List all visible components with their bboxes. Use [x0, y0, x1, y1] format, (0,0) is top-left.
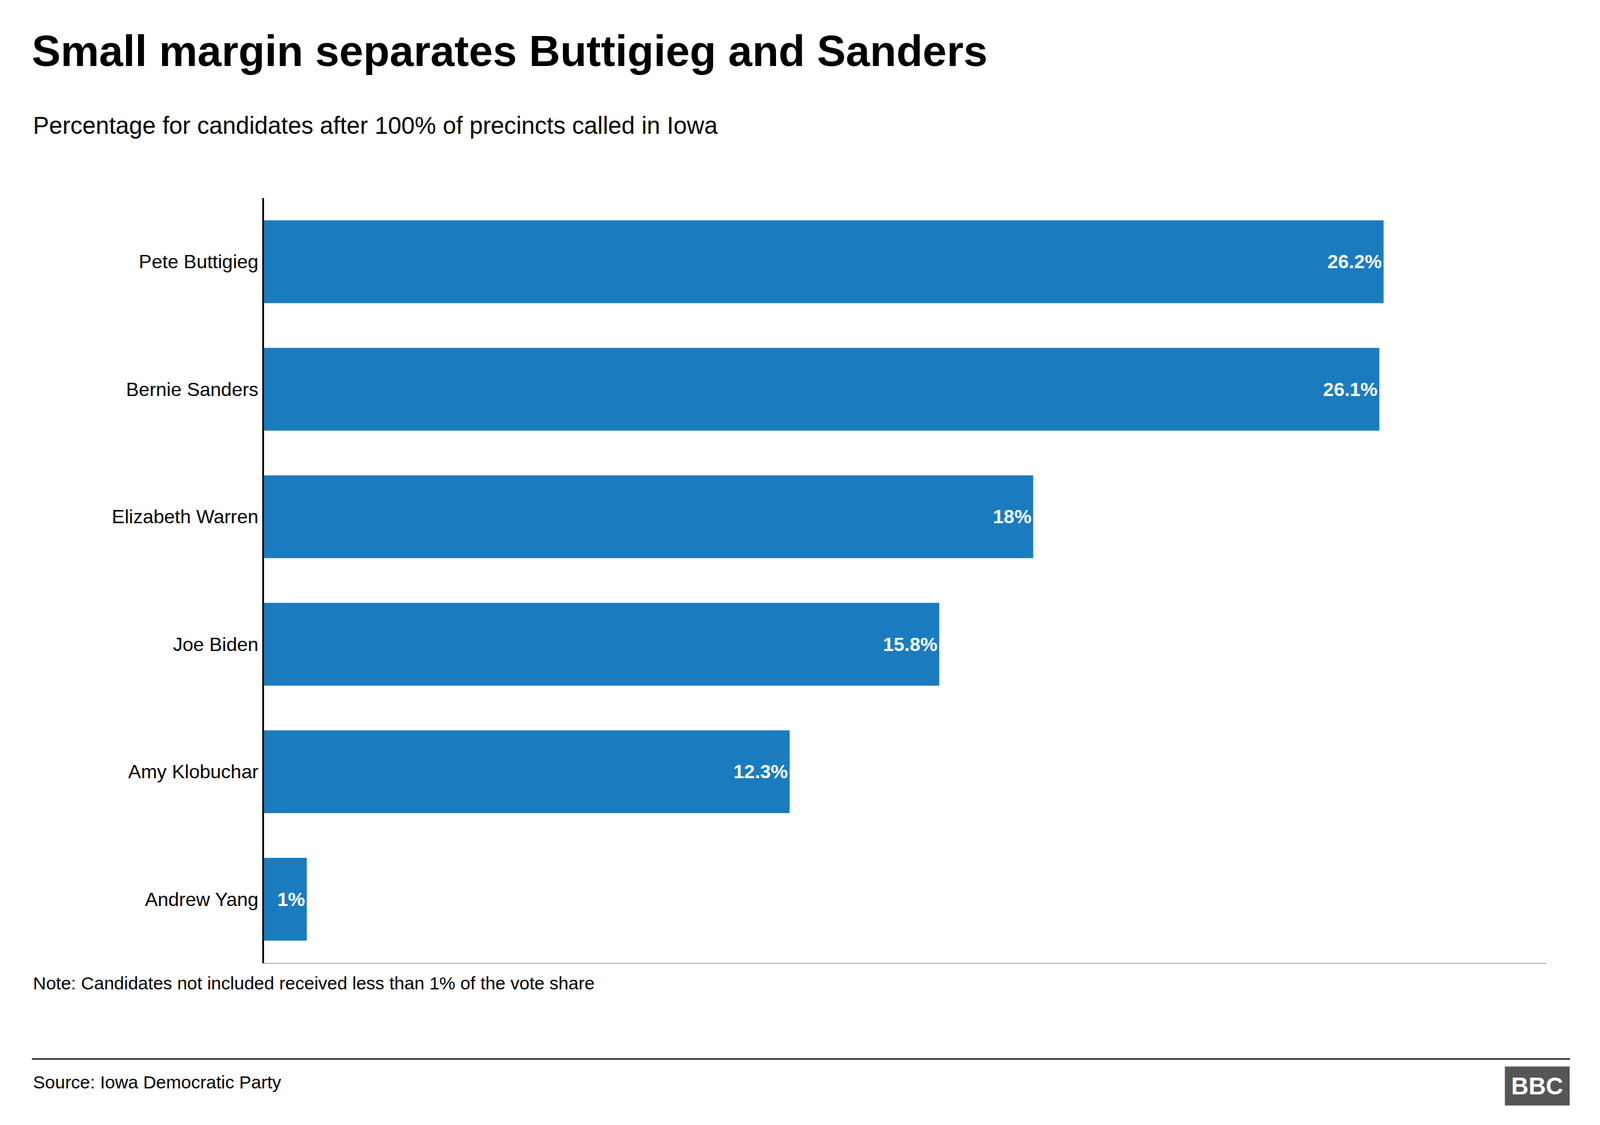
svg-text:1%: 1% [277, 888, 305, 911]
svg-text:Amy Klobuchar: Amy Klobuchar [128, 760, 259, 783]
svg-text:Andrew Yang: Andrew Yang [144, 888, 259, 911]
svg-text:Joe Biden: Joe Biden [172, 633, 259, 656]
svg-text:Pete Buttigieg: Pete Buttigieg [138, 250, 259, 273]
svg-text:Percentage for candidates afte: Percentage for candidates after 100% of … [33, 112, 718, 139]
svg-text:BBC: BBC [1511, 1073, 1564, 1100]
svg-text:Note: Candidates not included: Note: Candidates not included received l… [33, 973, 595, 994]
svg-text:18%: 18% [993, 505, 1032, 528]
svg-text:12.3%: 12.3% [733, 760, 788, 783]
svg-text:Small margin separates Buttigi: Small margin separates Buttigieg and San… [31, 27, 988, 76]
svg-text:15.8%: 15.8% [882, 633, 938, 656]
svg-text:Bernie Sanders: Bernie Sanders [126, 378, 259, 401]
svg-text:Elizabeth Warren: Elizabeth Warren [111, 505, 259, 528]
svg-text:Source: Iowa Democratic Party: Source: Iowa Democratic Party [33, 1072, 281, 1093]
svg-text:26.1%: 26.1% [1323, 378, 1378, 401]
svg-text:26.2%: 26.2% [1327, 250, 1383, 273]
